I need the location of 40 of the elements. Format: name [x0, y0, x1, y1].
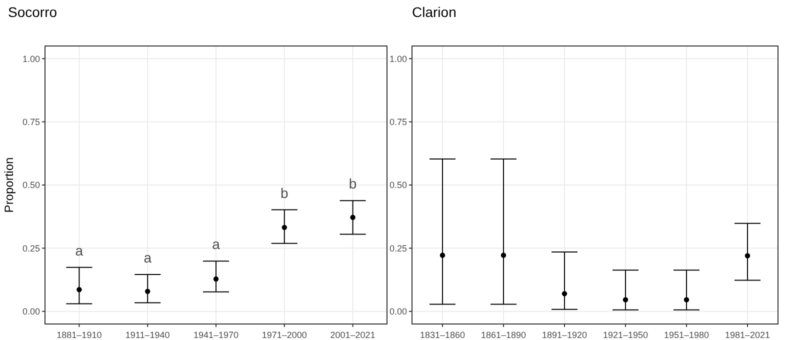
y-axis-title: Proportion [2, 157, 16, 213]
y-tick-label: 0.75 [389, 116, 407, 127]
point [684, 297, 690, 302]
x-tick-label: 1891–1920 [542, 330, 588, 340]
y-tick-label: 1.00 [389, 54, 407, 64]
annotation: a [212, 236, 220, 252]
point [282, 224, 287, 230]
y-tick-label: 0.00 [389, 306, 407, 317]
point [622, 297, 628, 302]
x-tick-label: 1941–1970 [193, 330, 239, 340]
annotation: a [144, 249, 152, 266]
y-tick-label: 0.75 [22, 116, 40, 127]
point [440, 252, 446, 258]
y-tick-label: 0.50 [389, 180, 407, 190]
x-tick-label: 2001–2021 [330, 330, 376, 340]
y-tick-label: 1.00 [22, 54, 40, 64]
x-tick-label: 1861–1890 [480, 330, 526, 340]
point [500, 252, 506, 258]
x-tick-label: 1981–2021 [724, 330, 770, 340]
annotation: b [348, 176, 357, 192]
chart-title: Clarion [412, 4, 456, 20]
annotation: a [75, 242, 84, 258]
point [76, 287, 82, 292]
x-tick-label: 1881–1910 [56, 330, 102, 340]
x-tick-label: 1971–2000 [262, 330, 307, 340]
annotation: b [280, 184, 288, 201]
y-tick-label: 0.00 [22, 306, 40, 317]
point [744, 253, 750, 258]
chart-title: Socorro [8, 4, 58, 20]
y-tick-label: 0.50 [22, 180, 40, 190]
point [145, 288, 150, 294]
x-tick-label: 1921–1950 [602, 330, 648, 340]
x-tick-label: 1951–1980 [664, 330, 710, 340]
point [562, 291, 568, 296]
point [350, 214, 356, 220]
x-tick-label: 1831–1860 [420, 330, 466, 340]
x-tick-label: 1911–1940 [125, 330, 170, 340]
point [213, 276, 219, 282]
y-tick-label: 0.25 [22, 243, 40, 254]
y-tick-label: 0.25 [389, 243, 407, 254]
